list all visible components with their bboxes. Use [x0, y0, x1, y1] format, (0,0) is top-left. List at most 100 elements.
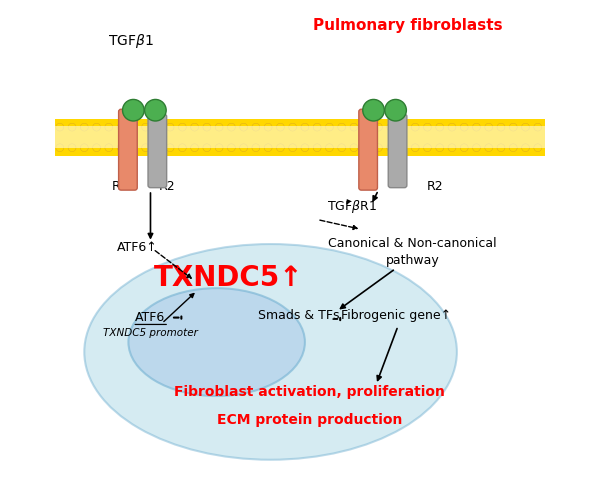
Circle shape	[460, 144, 468, 152]
Text: ATF6↑: ATF6↑	[117, 242, 158, 254]
FancyBboxPatch shape	[55, 126, 545, 148]
Circle shape	[178, 123, 186, 131]
Circle shape	[166, 123, 174, 131]
Text: TGF$\beta$1: TGF$\beta$1	[108, 32, 154, 50]
Ellipse shape	[85, 244, 457, 460]
Circle shape	[105, 123, 113, 131]
Circle shape	[166, 144, 174, 152]
Circle shape	[362, 123, 370, 131]
Circle shape	[277, 123, 284, 131]
Circle shape	[313, 123, 321, 131]
Circle shape	[325, 144, 334, 152]
Text: Fibrogenic gene↑: Fibrogenic gene↑	[341, 309, 451, 322]
Circle shape	[521, 144, 529, 152]
Text: Fibroblast activation, proliferation: Fibroblast activation, proliferation	[175, 385, 445, 399]
Circle shape	[362, 144, 370, 152]
Circle shape	[130, 144, 137, 152]
Circle shape	[325, 123, 334, 131]
Circle shape	[509, 144, 517, 152]
Circle shape	[68, 144, 76, 152]
Circle shape	[240, 123, 248, 131]
Circle shape	[509, 123, 517, 131]
Circle shape	[460, 123, 468, 131]
Circle shape	[399, 144, 407, 152]
Circle shape	[534, 123, 542, 131]
Circle shape	[289, 144, 296, 152]
FancyBboxPatch shape	[119, 109, 137, 190]
Text: ATF6: ATF6	[136, 311, 166, 324]
Text: pathway: pathway	[386, 254, 440, 267]
Circle shape	[215, 123, 223, 131]
FancyBboxPatch shape	[148, 114, 167, 188]
Circle shape	[534, 144, 542, 152]
Circle shape	[178, 144, 186, 152]
Circle shape	[264, 144, 272, 152]
Circle shape	[350, 144, 358, 152]
Circle shape	[117, 144, 125, 152]
Circle shape	[424, 144, 431, 152]
Text: Pulmonary fibroblasts: Pulmonary fibroblasts	[313, 18, 503, 34]
Circle shape	[424, 123, 431, 131]
Circle shape	[142, 123, 149, 131]
Circle shape	[68, 123, 76, 131]
Circle shape	[448, 123, 456, 131]
Circle shape	[521, 123, 529, 131]
Circle shape	[105, 144, 113, 152]
Circle shape	[374, 123, 382, 131]
Circle shape	[142, 144, 149, 152]
Text: R2: R2	[427, 180, 443, 193]
Circle shape	[385, 100, 406, 121]
Circle shape	[374, 144, 382, 152]
Circle shape	[411, 144, 419, 152]
Circle shape	[350, 123, 358, 131]
Circle shape	[240, 144, 248, 152]
Text: ECM protein production: ECM protein production	[217, 413, 403, 427]
Circle shape	[252, 144, 260, 152]
Circle shape	[289, 123, 296, 131]
Text: TXNDC5↑: TXNDC5↑	[154, 264, 304, 292]
Circle shape	[485, 123, 493, 131]
Circle shape	[497, 144, 505, 152]
Circle shape	[227, 144, 235, 152]
Circle shape	[363, 100, 385, 121]
Circle shape	[301, 144, 309, 152]
Ellipse shape	[128, 288, 305, 396]
Circle shape	[215, 144, 223, 152]
Circle shape	[252, 123, 260, 131]
Circle shape	[436, 144, 443, 152]
Text: Canonical & Non-canonical: Canonical & Non-canonical	[328, 237, 497, 249]
FancyBboxPatch shape	[388, 114, 407, 188]
Circle shape	[191, 123, 199, 131]
Circle shape	[448, 144, 456, 152]
Circle shape	[154, 123, 162, 131]
FancyBboxPatch shape	[359, 109, 377, 190]
Circle shape	[485, 144, 493, 152]
FancyBboxPatch shape	[55, 119, 545, 156]
Circle shape	[338, 144, 346, 152]
Text: Smads & TFs: Smads & TFs	[258, 309, 339, 322]
Text: TGF$\beta$R1: TGF$\beta$R1	[326, 198, 376, 215]
Circle shape	[436, 123, 443, 131]
Circle shape	[277, 144, 284, 152]
Circle shape	[203, 123, 211, 131]
Circle shape	[56, 123, 64, 131]
Circle shape	[497, 123, 505, 131]
Circle shape	[117, 123, 125, 131]
Circle shape	[338, 123, 346, 131]
Circle shape	[80, 144, 88, 152]
Circle shape	[154, 144, 162, 152]
Circle shape	[130, 123, 137, 131]
Circle shape	[227, 123, 235, 131]
Text: TXNDC5 promoter: TXNDC5 promoter	[103, 328, 198, 338]
Circle shape	[56, 144, 64, 152]
Circle shape	[203, 144, 211, 152]
Circle shape	[473, 144, 481, 152]
Circle shape	[301, 123, 309, 131]
Circle shape	[387, 144, 395, 152]
Circle shape	[473, 123, 481, 131]
Circle shape	[191, 144, 199, 152]
Circle shape	[122, 100, 144, 121]
Text: R2: R2	[158, 180, 175, 193]
Circle shape	[92, 123, 100, 131]
Circle shape	[313, 144, 321, 152]
